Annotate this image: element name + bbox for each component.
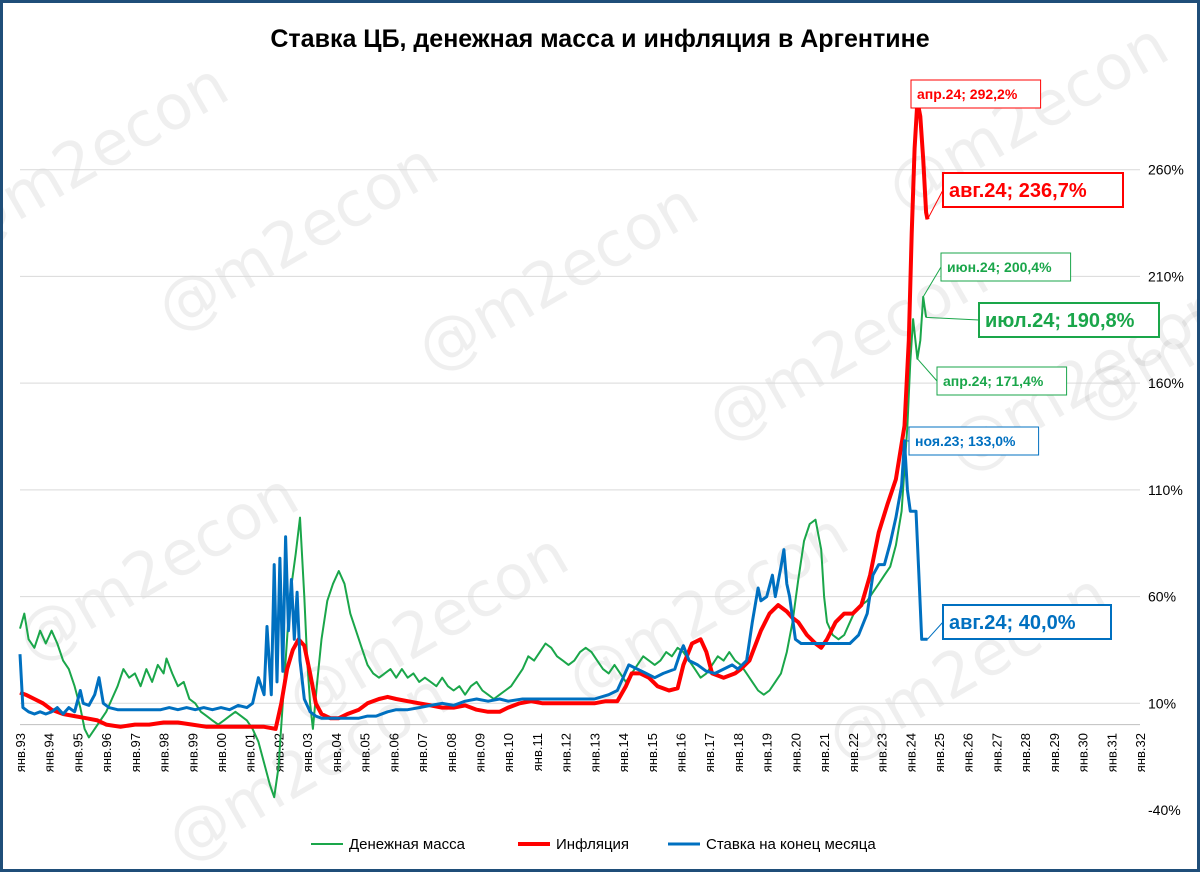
annotation-leader	[922, 266, 942, 298]
x-tick-label: янв.11	[530, 733, 545, 771]
series-layer	[18, 99, 930, 799]
annotation-box	[978, 302, 1160, 338]
annotation-label: авг.24; 40,0%	[949, 612, 1076, 634]
x-tick-label: янв.96	[99, 733, 114, 772]
watermark-text: @m2econ	[3, 47, 240, 266]
y-tick-label: 260%	[1148, 162, 1184, 178]
x-tick-label: янв.18	[731, 733, 746, 772]
x-tick-label: янв.23	[875, 733, 890, 772]
x-tick-label: янв.03	[300, 733, 315, 772]
y-tick-label: 60%	[1148, 589, 1176, 605]
annotation-label: июн.24; 200,4%	[947, 259, 1052, 275]
annotation-label: ноя.23; 133,0%	[915, 433, 1016, 449]
x-tick-label: янв.20	[788, 733, 803, 772]
annotation-box	[942, 604, 1112, 640]
annotation-box	[910, 79, 1042, 109]
series-line-policy-rate	[18, 439, 928, 720]
x-tick-label: янв.04	[329, 733, 344, 772]
annotation-box	[942, 172, 1124, 208]
x-tick-label: янв.25	[932, 733, 947, 772]
x-axis: янв.93 янв.94 янв.95 янв.96 янв.97 янв.98 янв.…	[13, 724, 1148, 772]
annotation-label: апр.24; 171,4%	[943, 373, 1044, 389]
x-tick-label: янв.21	[817, 733, 832, 772]
x-tick-label: янв.98	[157, 733, 172, 772]
x-tick-label: янв.27	[989, 733, 1004, 772]
annotation-box	[908, 426, 1040, 456]
chart-title: Ставка ЦБ, денежная масса и инфляция в А…	[270, 25, 929, 53]
legend-label-inflation: Инфляция	[556, 836, 629, 853]
x-tick-label: янв.93	[13, 733, 28, 772]
x-tick-label: янв.15	[645, 733, 660, 772]
watermark-text: @m2econ	[554, 497, 860, 716]
annotation-leader	[927, 621, 944, 640]
series-line-inflation	[19, 99, 930, 731]
annotation-layer: апр.24; 292,2% авг.24; 236,7% июн.24; 200,…	[904, 79, 1160, 640]
x-tick-label: янв.32	[1133, 733, 1148, 772]
annotation-label: апр.24; 292,2%	[917, 86, 1018, 102]
y-tick-label: 110%	[1148, 482, 1183, 498]
x-tick-label: янв.22	[846, 733, 861, 772]
x-tick-label: янв.99	[185, 733, 200, 772]
annotation-box	[940, 252, 1072, 282]
legend-label-money-supply: Денежная масса	[349, 836, 466, 853]
x-tick-label: янв.26	[961, 733, 976, 772]
x-tick-label: янв.29	[1047, 733, 1062, 772]
x-tick-label: янв.19	[760, 733, 775, 772]
annotation-leader	[917, 358, 938, 382]
x-tick-label: янв.10	[501, 733, 516, 772]
annotation-leader	[926, 316, 980, 321]
x-tick-label: янв.14	[616, 733, 631, 772]
y-axis: -40% 10% 60% 110% 160% 210% 260%	[1148, 162, 1184, 818]
y-tick-label: -40%	[1148, 802, 1181, 818]
chart-canvas: @m2econ@m2econ@m2econ@m2econ@m2econ@m2ec…	[3, 7, 1197, 869]
x-tick-label: янв.16	[674, 733, 689, 772]
legend: Денежная масса Инфляция Ставка на конец ме…	[311, 836, 876, 853]
x-tick-label: янв.31	[1104, 733, 1119, 772]
x-tick-label: янв.17	[702, 733, 717, 772]
x-tick-label: янв.12	[559, 733, 574, 772]
annotation-leader	[927, 189, 944, 220]
x-tick-label: янв.06	[386, 733, 401, 772]
annotation-box	[936, 366, 1068, 396]
annotation-label: июл.24; 190,8%	[985, 310, 1135, 332]
x-tick-label: янв.30	[1076, 733, 1091, 772]
x-tick-label: янв.08	[444, 733, 459, 772]
x-tick-label: янв.01	[243, 733, 258, 772]
x-tick-label: янв.97	[128, 733, 143, 772]
x-tick-label: янв.09	[472, 733, 487, 772]
x-tick-label: янв.00	[214, 733, 229, 772]
x-tick-label: янв.24	[903, 733, 918, 772]
x-tick-label: янв.95	[70, 733, 85, 772]
y-tick-label: 210%	[1148, 268, 1184, 284]
legend-label-policy-rate: Ставка на конец месяца	[706, 836, 876, 853]
x-tick-label: янв.28	[1018, 733, 1033, 772]
y-tick-label: 160%	[1148, 375, 1184, 391]
watermark-text: @m2econ	[144, 127, 450, 346]
x-tick-label: янв.94	[42, 733, 57, 772]
x-tick-label: янв.13	[587, 733, 602, 772]
series-line-money-supply	[19, 295, 928, 799]
annotation-label: авг.24; 236,7%	[949, 180, 1087, 202]
x-tick-label: янв.07	[415, 733, 430, 772]
y-tick-label: 10%	[1148, 695, 1176, 711]
x-tick-label: янв.05	[358, 733, 373, 772]
